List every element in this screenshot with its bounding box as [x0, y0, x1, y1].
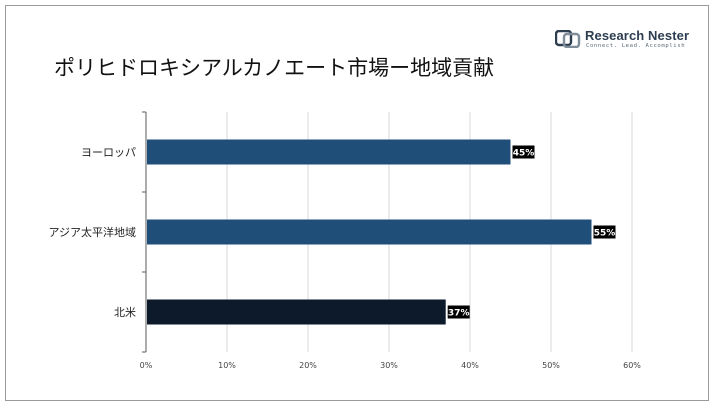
bar	[147, 219, 592, 245]
logo-name: Research Nester	[585, 28, 690, 43]
logo-tagline: Connect. Lead. Accomplish	[586, 43, 686, 49]
x-tick-label: 10%	[218, 361, 236, 370]
data-labels: 45% 55% 37%	[447, 145, 616, 319]
rn-logo-icon	[555, 30, 581, 48]
bar	[147, 139, 511, 165]
category-label: ヨーロッパ	[81, 146, 136, 159]
data-label: 37%	[447, 305, 470, 319]
data-label: 45%	[512, 145, 535, 159]
data-label-text: 55%	[594, 229, 616, 239]
research-nester-logo: Research Nester Connect. Lead. Accomplis…	[555, 28, 689, 54]
data-label: 55%	[593, 225, 616, 239]
chart-frame	[5, 5, 709, 401]
category-label: アジア太平洋地域	[48, 225, 136, 239]
x-tick-label: 60%	[623, 361, 641, 370]
data-label-text: 37%	[448, 309, 470, 319]
x-tick-label: 0%	[140, 361, 153, 370]
bars	[147, 139, 592, 325]
x-tick-label: 40%	[461, 361, 479, 370]
x-tick-labels: 0% 10% 20% 30% 40% 50% 60%	[140, 361, 642, 370]
x-tick-label: 30%	[380, 361, 398, 370]
x-tick-label: 50%	[542, 361, 560, 370]
data-label-text: 45%	[513, 149, 535, 159]
bar	[147, 299, 446, 325]
x-tick-label: 20%	[299, 361, 317, 370]
data-label-bg	[593, 225, 616, 239]
data-label-bg	[512, 145, 535, 159]
category-label: 北米	[114, 306, 136, 319]
chart-title: ポリヒドロキシアルカノエート市場ー地域貢献	[54, 56, 495, 80]
data-label-bg	[447, 305, 470, 319]
axes	[142, 111, 147, 353]
